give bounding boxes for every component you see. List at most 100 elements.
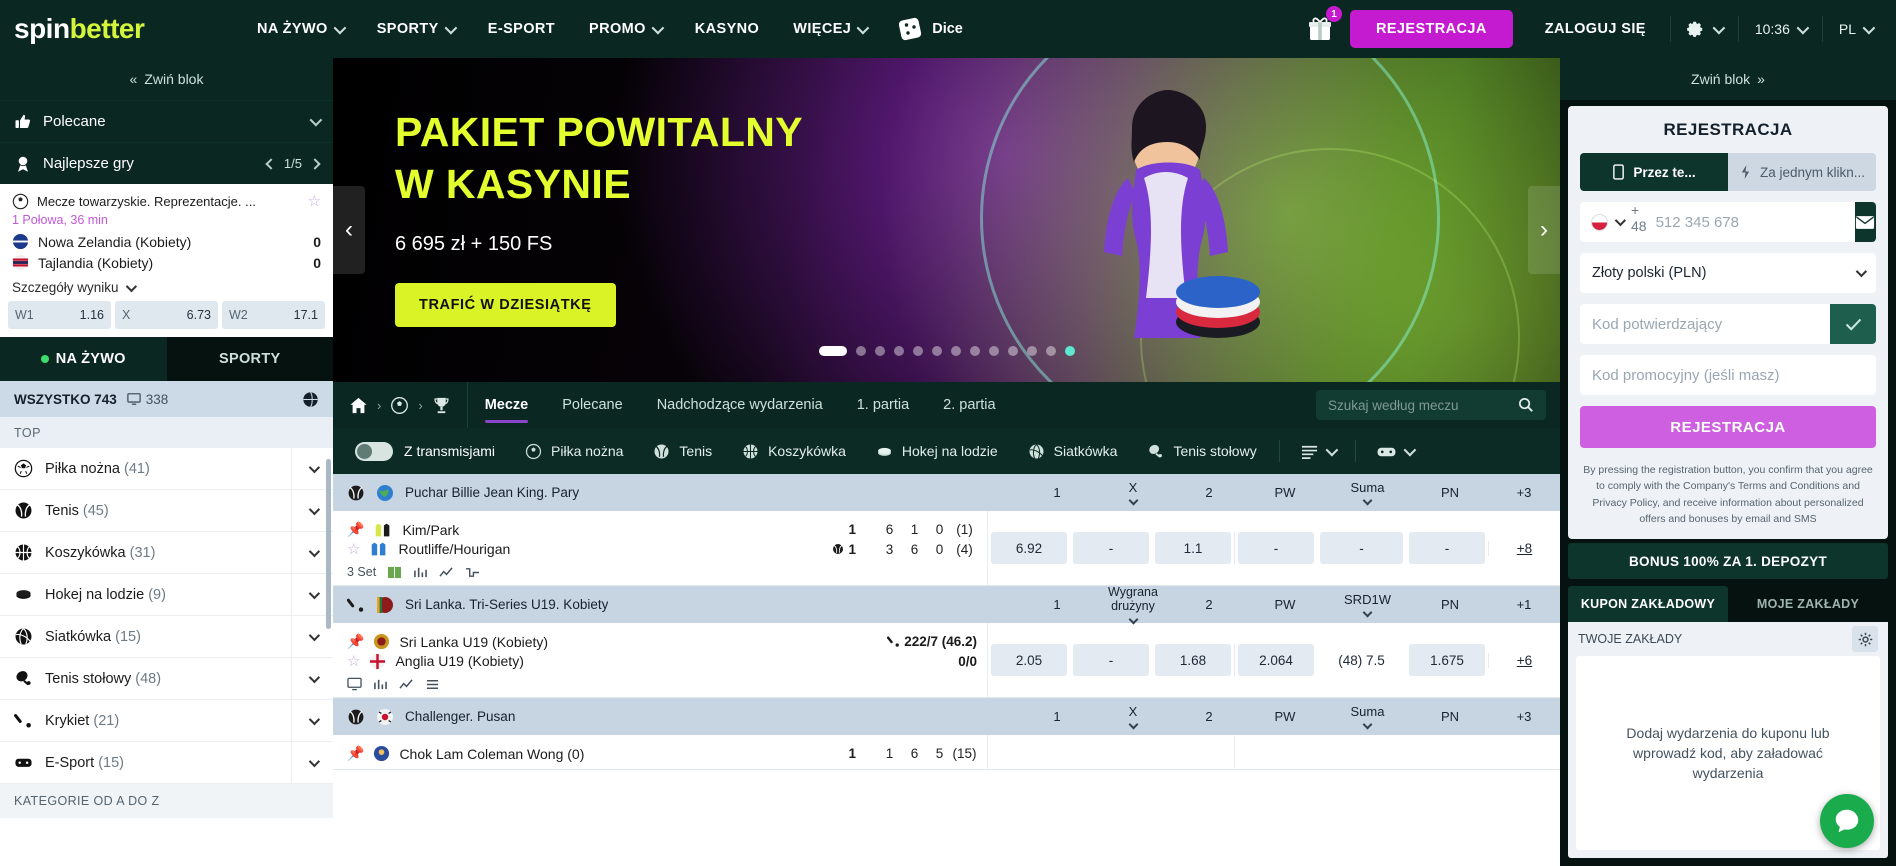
- banner-cta-button[interactable]: TRAFIĆ W DZIESIĄTKĘ: [395, 282, 616, 327]
- nav-item-promo[interactable]: PROMO: [572, 13, 678, 45]
- filter-soccer[interactable]: Piłka nożna: [511, 443, 637, 460]
- email-switch-button[interactable]: [1854, 202, 1876, 242]
- confirm-code-submit[interactable]: [1830, 304, 1876, 344]
- col-header-extra[interactable]: +3: [1516, 708, 1532, 724]
- col-header-suma[interactable]: Suma: [1323, 474, 1412, 511]
- sidebar-item-ice-hockey[interactable]: Hokej na lodzie (9): [0, 574, 333, 616]
- odd-button-1[interactable]: 6.92: [991, 532, 1067, 564]
- table-row[interactable]: 📌 Sri Lanka U19 (Kobiety) 222/7 (46.2) ☆: [333, 623, 1560, 698]
- league-header[interactable]: Challenger. Pusan 1 X 2 PW Suma PN +3: [333, 698, 1560, 735]
- promo-code-input[interactable]: [1580, 355, 1876, 395]
- featured-odd-w1[interactable]: W1 1.16: [8, 301, 111, 329]
- banner-dot[interactable]: [1007, 346, 1018, 356]
- expand-toggle[interactable]: [291, 574, 333, 615]
- col-header-extra[interactable]: +1: [1516, 596, 1532, 612]
- sidebar-item-soccer[interactable]: Piłka nożna (41): [0, 448, 333, 490]
- col-header-suma[interactable]: Suma: [1323, 698, 1412, 735]
- sidebar-all-row[interactable]: WSZYSTKO 743 338: [0, 381, 333, 417]
- country-selector[interactable]: [1580, 202, 1631, 242]
- chevron-right-icon[interactable]: [309, 157, 321, 170]
- chart-icon[interactable]: [439, 566, 454, 579]
- pin-icon[interactable]: 📌: [347, 745, 365, 761]
- tab-my-bets[interactable]: MOJE ZAKŁADY: [1756, 597, 1860, 612]
- chat-support-button[interactable]: [1820, 794, 1874, 848]
- method-oneclick-tab[interactable]: Za jednym klikn...: [1728, 153, 1876, 191]
- bracket-icon[interactable]: [465, 566, 480, 579]
- odd-button-pw[interactable]: [1238, 736, 1314, 768]
- nav-item-casino[interactable]: KASYNO: [694, 21, 760, 37]
- list-view-selector[interactable]: [1288, 443, 1347, 460]
- featured-details-toggle[interactable]: Szczegóły wyniku: [12, 273, 321, 301]
- statistics-icon[interactable]: [413, 566, 428, 579]
- search-input[interactable]: [1328, 397, 1508, 413]
- col-header-x[interactable]: X: [1095, 474, 1171, 511]
- odd-button-x[interactable]: [1073, 736, 1149, 768]
- expand-toggle[interactable]: [291, 700, 333, 741]
- table-row[interactable]: 📌 Kim/Park 1 6 1 0 (1): [333, 511, 1560, 586]
- banner-next-button[interactable]: ›: [1528, 186, 1560, 274]
- odd-button-suma[interactable]: [1320, 736, 1403, 768]
- promo-code-field[interactable]: [1580, 355, 1876, 395]
- statistics-icon[interactable]: [373, 678, 388, 691]
- tab-partia-2[interactable]: 2. partia: [943, 397, 996, 413]
- banner-dot[interactable]: [950, 346, 961, 356]
- nav-item-live[interactable]: NA ŻYWO: [240, 13, 360, 45]
- nav-item-more[interactable]: WIĘCEJ: [776, 13, 883, 45]
- right-collapse-button[interactable]: Zwiń blok »: [1560, 58, 1896, 100]
- chart-icon[interactable]: [399, 678, 414, 691]
- sidebar-tab-sports[interactable]: SPORTY: [219, 351, 281, 367]
- tab-coupon[interactable]: KUPON ZAKŁADOWY: [1568, 586, 1728, 623]
- expand-toggle[interactable]: [291, 742, 333, 783]
- field-view-icon[interactable]: [387, 566, 402, 579]
- nav-item-sports[interactable]: SPORTY: [360, 13, 471, 45]
- banner-dot[interactable]: [893, 346, 904, 356]
- banner-dot[interactable]: [1064, 346, 1075, 356]
- language-selector[interactable]: PL: [1825, 21, 1886, 37]
- odd-button-pw[interactable]: 2.064: [1238, 644, 1314, 676]
- banner-prev-button[interactable]: ‹: [333, 186, 365, 274]
- sidebar-scrollbar[interactable]: [326, 459, 331, 629]
- odd-button-x[interactable]: -: [1073, 532, 1149, 564]
- banner-dot[interactable]: [818, 346, 847, 356]
- site-logo[interactable]: spin better: [0, 13, 240, 45]
- sidebar-item-cricket[interactable]: Krykiet (21): [0, 700, 333, 742]
- login-button[interactable]: ZALOGUJ SIĘ: [1523, 10, 1668, 48]
- time-selector[interactable]: 10:36: [1741, 21, 1820, 37]
- globe-icon[interactable]: [302, 391, 319, 408]
- match-search[interactable]: [1316, 390, 1546, 420]
- odd-button-1[interactable]: 2.05: [991, 644, 1067, 676]
- privacy-link[interactable]: Privacy Policy: [1592, 496, 1657, 509]
- league-header[interactable]: Sri Lanka. Tri-Series U19. Kobiety 1 Wyg…: [333, 586, 1560, 625]
- favorite-star-icon[interactable]: ☆: [307, 193, 321, 210]
- stream-filter-toggle[interactable]: Z transmisjami: [341, 441, 509, 461]
- table-row[interactable]: 📌 Chok Lam Coleman Wong (0) 1 1 6 5 (15): [333, 735, 1560, 770]
- more-markets[interactable]: +6: [1488, 652, 1560, 668]
- expand-toggle[interactable]: [291, 448, 333, 489]
- monitor-icon[interactable]: [347, 677, 362, 691]
- odd-button-2[interactable]: [1155, 736, 1231, 768]
- tab-partia-1[interactable]: 1. partia: [856, 397, 910, 413]
- sidebar-item-volleyball[interactable]: Siatkówka (15): [0, 616, 333, 658]
- sidebar-collapse-button[interactable]: « Zwiń blok: [0, 58, 333, 100]
- expand-toggle[interactable]: [291, 490, 333, 531]
- tab-mecze[interactable]: Mecze: [468, 382, 546, 428]
- pin-icon[interactable]: 📌: [347, 521, 365, 537]
- odd-button-srd1w[interactable]: (48) 7.5: [1338, 652, 1385, 668]
- featured-odd-x[interactable]: X 6.73: [115, 301, 218, 329]
- bonus-banner[interactable]: BONUS 100% ZA 1. DEPOZYT: [1568, 543, 1888, 580]
- expand-toggle[interactable]: [291, 658, 333, 699]
- banner-dot[interactable]: [988, 346, 999, 356]
- col-header-team-win[interactable]: Wygrana drużyny: [1095, 586, 1171, 625]
- phone-input[interactable]: [1655, 202, 1855, 242]
- sidebar-item-recommended[interactable]: Polecane: [0, 100, 333, 142]
- sidebar-item-tennis[interactable]: Tenis (45): [0, 490, 333, 532]
- filter-basketball[interactable]: Koszykówka: [728, 443, 860, 460]
- odd-button-2[interactable]: 1.1: [1155, 532, 1231, 564]
- esport-view-selector[interactable]: [1364, 443, 1425, 460]
- filter-ice-hockey[interactable]: Hokej na lodzie: [862, 443, 1012, 460]
- settings-button[interactable]: [1673, 20, 1736, 39]
- favorite-star-icon[interactable]: ☆: [347, 541, 361, 558]
- expand-toggle[interactable]: [291, 616, 333, 657]
- expand-toggle[interactable]: [291, 532, 333, 573]
- banner-dot[interactable]: [874, 346, 885, 356]
